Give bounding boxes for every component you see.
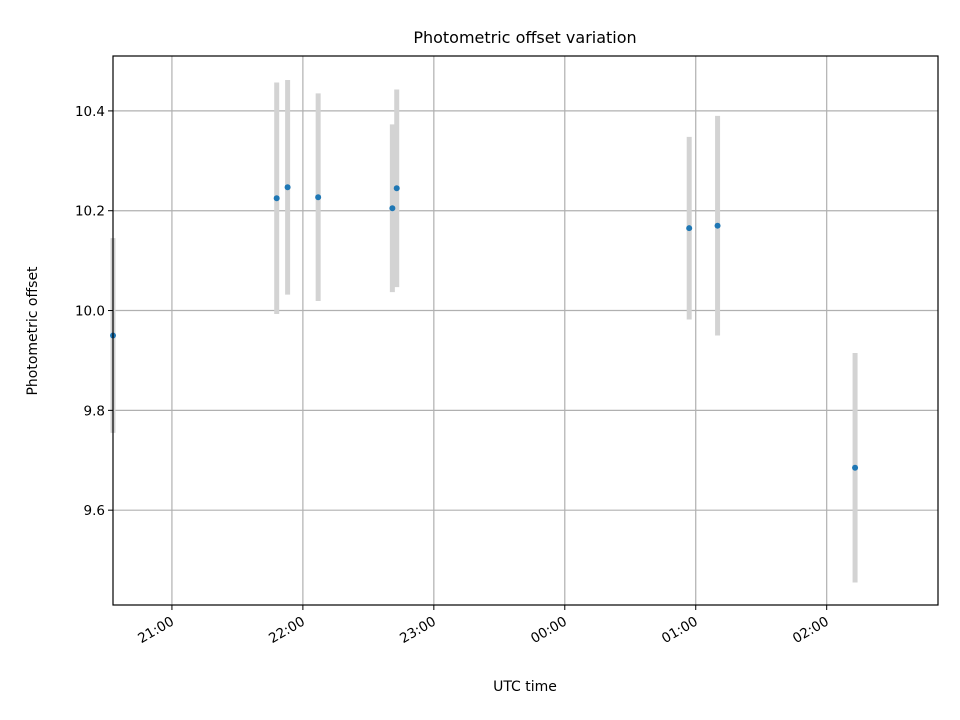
y-tick-label: 10.2 [75, 204, 105, 220]
data-point [389, 205, 396, 212]
y-tick-label: 10.4 [75, 104, 105, 120]
data-point [393, 185, 400, 192]
data-point [284, 184, 291, 191]
y-axis-ticks: 9.6 9.8 10.0 10.2 10.4 [75, 104, 113, 519]
plot-frame [112, 55, 939, 606]
y-tick-label: 9.6 [84, 503, 105, 519]
y-tick-label: 10.0 [75, 304, 105, 320]
y-axis-label: Photometric offset [25, 266, 41, 396]
chart-title: Photometric offset variation [413, 28, 636, 47]
data-point [273, 195, 280, 202]
data-point [852, 464, 859, 471]
grid [113, 56, 938, 605]
data-point [686, 225, 693, 232]
x-axis-label: UTC time [493, 679, 557, 695]
y-tick-label: 9.8 [84, 403, 105, 419]
data-point [315, 194, 322, 201]
data-point [714, 222, 721, 229]
